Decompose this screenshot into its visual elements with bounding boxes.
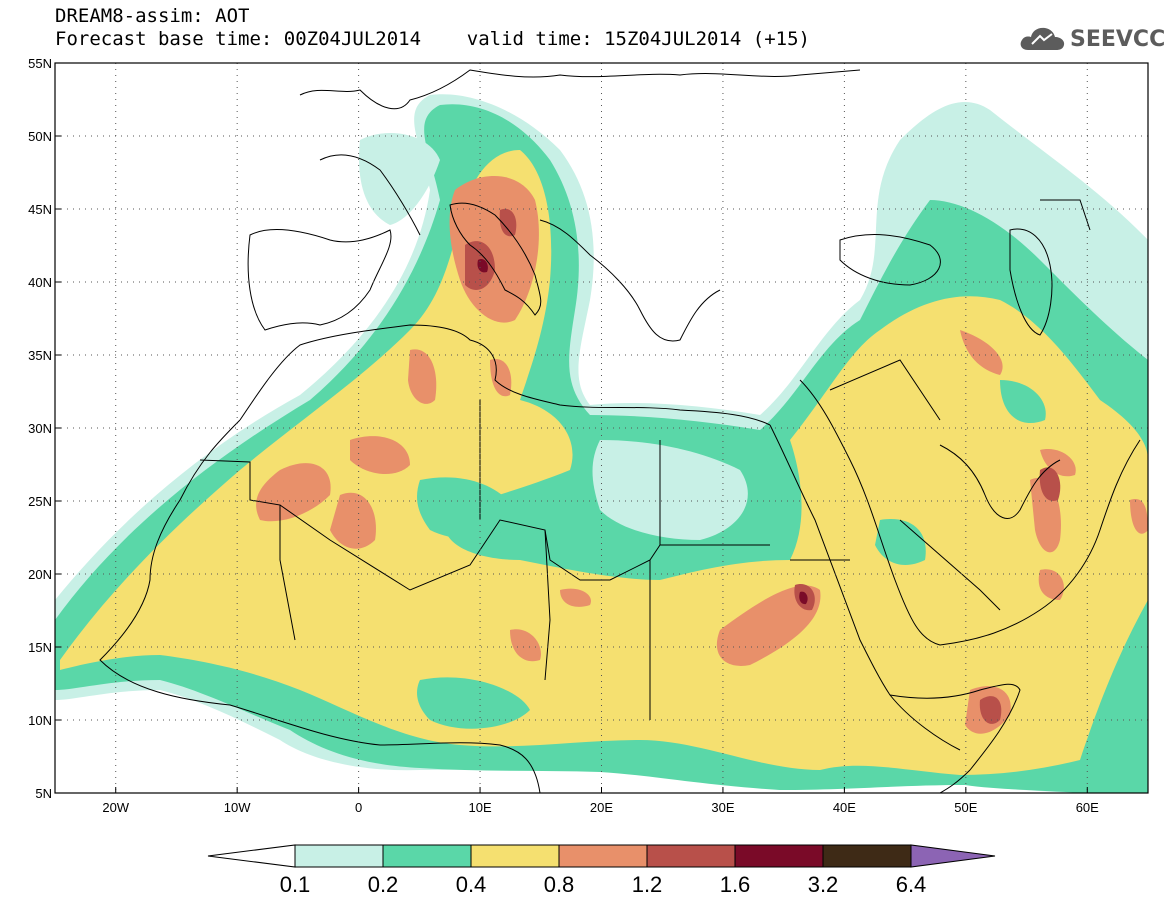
lon-label: 60E: [1076, 800, 1099, 815]
lat-label: 15N: [28, 640, 52, 655]
colorbar-swatch: [294, 844, 384, 868]
colorbar-swatch: [822, 844, 912, 868]
title-line-1: DREAM8-assim: AOT: [55, 5, 250, 27]
colorbar-label: 1.2: [632, 872, 663, 897]
lat-label: 20N: [28, 567, 52, 582]
colorbar-label: 0.8: [544, 872, 575, 897]
colorbar-label: 0.4: [456, 872, 487, 897]
lat-label: 40N: [28, 275, 52, 290]
colorbar-swatch: [382, 844, 472, 868]
colorbar-under-arrow: [207, 844, 296, 868]
lon-label: 0: [355, 800, 362, 815]
cloud-icon: [1020, 27, 1065, 50]
title-line-2: Forecast base time: 00Z04JUL2014 valid t…: [55, 28, 810, 50]
colorbar-label: 1.6: [720, 872, 751, 897]
colorbar-swatch: [646, 844, 736, 868]
colorbar-label: 0.1: [280, 872, 311, 897]
colorbar-swatch: [470, 844, 560, 868]
colorbar-over-arrow: [910, 844, 996, 868]
lat-label: 25N: [28, 494, 52, 509]
lat-label: 5N: [35, 786, 52, 801]
lon-label: 40E: [833, 800, 856, 815]
lon-label: 20E: [590, 800, 613, 815]
aot-band-0.8: [256, 176, 1148, 734]
longitude-labels: 20W 10W 0 10E 20E 30E 40E 50E 60E: [102, 787, 1099, 815]
aot-field: [55, 94, 1148, 793]
seevccc-logo: SEEVCCC: [1018, 22, 1165, 56]
lon-label: 10E: [468, 800, 491, 815]
coastlines: [99, 69, 1141, 793]
lon-label: 20W: [102, 800, 129, 815]
lat-label: 55N: [28, 56, 52, 71]
colorbar: 0.1 0.2 0.4 0.8 1.2 1.6 3.2 6.4: [207, 844, 996, 897]
colorbar-swatch: [734, 844, 824, 868]
aot-band-1.6: [477, 259, 808, 605]
colorbar-swatch: [558, 844, 648, 868]
lon-label: 30E: [711, 800, 734, 815]
lat-label: 10N: [28, 713, 52, 728]
lat-label: 45N: [28, 202, 52, 217]
lat-label: 30N: [28, 421, 52, 436]
graticule: [55, 63, 1148, 793]
logo-text: SEEVCCC: [1070, 26, 1165, 52]
lat-label: 50N: [28, 129, 52, 144]
lon-label: 10W: [224, 800, 251, 815]
lon-label: 50E: [954, 800, 977, 815]
colorbar-label: 0.2: [368, 872, 399, 897]
colorbar-label: 6.4: [896, 872, 927, 897]
aot-band-0.4: [60, 150, 1148, 775]
lat-label: 35N: [28, 348, 52, 363]
latitude-labels: 5N 10N 15N 20N 25N 30N 35N 40N 45N 50N 55N: [28, 56, 61, 801]
colorbar-label: 3.2: [808, 872, 839, 897]
